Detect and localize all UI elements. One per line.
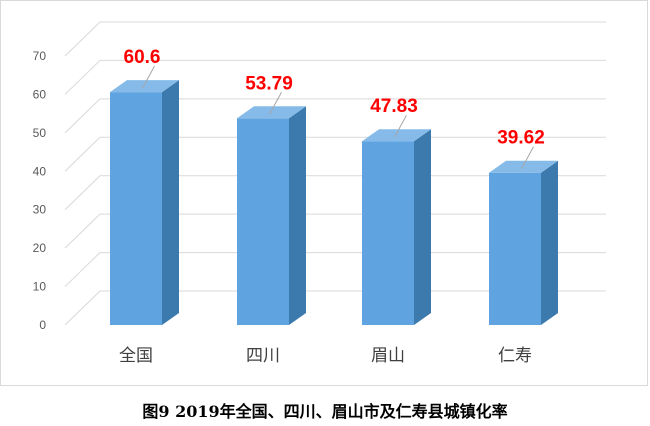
y-tick-label: 10: [33, 280, 47, 294]
data-label: 47.83: [370, 96, 418, 117]
data-label: 53.79: [245, 73, 293, 94]
bar-side: [414, 129, 431, 325]
bar-top: [489, 160, 558, 173]
gridline-depth-3: [64, 175, 101, 211]
y-tick-label: 20: [33, 241, 47, 255]
bar: [237, 118, 289, 325]
x-tick-label: 四川: [246, 346, 280, 366]
bar-side: [162, 80, 179, 325]
bar: [362, 141, 414, 325]
bar-chart: 0 10 20 30 40 50 60 70 60.6 全国 53.79 四川 47.83 眉山 39.62…: [33, 21, 606, 366]
y-tick-label: 70: [33, 49, 47, 63]
y-tick-label: 60: [33, 87, 47, 101]
gridline-depth-7: [64, 21, 101, 57]
leader-line: [394, 114, 407, 138]
figure-caption: 图9 2019年全国、四川、眉山市及仁寿县城镇化率: [142, 402, 508, 421]
leader-line: [269, 92, 282, 115]
x-tick-label: 眉山: [371, 346, 405, 366]
bar-side: [289, 106, 306, 325]
x-tick-label: 仁寿: [498, 346, 532, 366]
y-tick-label: 40: [33, 164, 47, 178]
data-label: 60.6: [124, 47, 161, 68]
gridline-depth-2: [64, 213, 101, 249]
bar-top: [237, 106, 306, 119]
gridline-depth-0: [64, 290, 101, 326]
bar-top: [110, 80, 179, 93]
y-tick-label: 30: [33, 203, 47, 217]
gridline-depth-1: [64, 252, 101, 287]
bar: [489, 172, 541, 325]
leader-line: [142, 65, 155, 89]
gridline-depth-4: [64, 136, 101, 172]
data-label: 39.62: [497, 128, 545, 149]
y-tick-label: 50: [33, 126, 47, 140]
bar-side: [541, 160, 558, 325]
bar-top: [362, 129, 431, 142]
x-tick-label: 全国: [119, 346, 153, 366]
bar: [110, 92, 162, 325]
leader-line: [521, 146, 534, 169]
gridline-depth-6: [64, 60, 101, 95]
y-tick-label: 0: [39, 318, 46, 332]
gridline-depth-5: [64, 98, 101, 134]
